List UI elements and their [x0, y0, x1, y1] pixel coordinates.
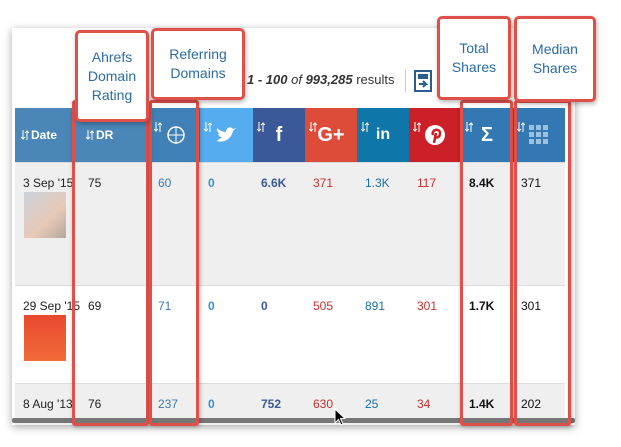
dr-outline	[72, 100, 149, 426]
sort-icon[interactable]	[309, 122, 317, 132]
cell: 25	[365, 397, 379, 411]
cell: 0	[208, 299, 215, 313]
cell: 1.7K	[469, 299, 495, 313]
cell: 69	[88, 299, 102, 313]
sort-icon[interactable]	[204, 122, 212, 132]
cursor	[334, 408, 347, 426]
cell: 60	[158, 176, 172, 190]
cell: 371	[313, 176, 334, 190]
total-shares-outline	[460, 100, 513, 426]
cell: 34	[417, 397, 431, 411]
column-header: Date	[15, 108, 80, 162]
csv-export-icon[interactable]	[414, 70, 432, 92]
median-shares-icon	[529, 125, 548, 144]
sort-icon[interactable]	[154, 122, 162, 132]
pinterest-icon	[425, 125, 445, 145]
results-label: results	[356, 72, 395, 87]
annotation: Referring Domains	[151, 28, 245, 100]
total: 993,285	[305, 72, 353, 87]
range: 1 - 100	[247, 72, 288, 87]
sort-icon[interactable]	[413, 122, 421, 132]
twitter-icon	[216, 127, 236, 142]
cell: 891	[365, 299, 386, 313]
cell: 371	[521, 176, 542, 190]
cell: 29 Sep '15	[23, 299, 81, 313]
results-count: 1 - 100 of 993,285 results	[247, 72, 395, 87]
cell: 752	[261, 397, 282, 411]
sort-icon[interactable]	[257, 122, 265, 132]
thumbnail	[24, 192, 66, 238]
column-header: Σ	[461, 108, 513, 162]
annotation: Total Shares	[437, 16, 511, 100]
column-header	[200, 108, 253, 162]
divider	[405, 70, 406, 92]
cell: 117	[417, 176, 437, 190]
column-header	[150, 108, 200, 162]
cell: 8 Aug '13	[23, 397, 73, 411]
cell: 237	[158, 397, 179, 411]
cell: 3 Sep '15	[23, 176, 74, 190]
median-shares-outline	[514, 100, 571, 426]
table-row	[15, 285, 565, 383]
sort-icon[interactable]	[361, 122, 369, 132]
sort-icon[interactable]	[21, 130, 29, 140]
thumbnail	[24, 315, 66, 361]
cell: 8.4K	[469, 176, 495, 190]
cell: 0	[208, 397, 215, 411]
scrollbar[interactable]	[12, 418, 575, 423]
cell: 1.4K	[469, 397, 495, 411]
annotation: Ahrefs Domain Rating	[75, 30, 149, 122]
cell: 0	[208, 176, 215, 190]
cell: 71	[158, 299, 172, 313]
cell: 301	[521, 299, 542, 313]
column-header	[409, 108, 461, 162]
cell: 301	[417, 299, 438, 313]
column-header: f	[253, 108, 305, 162]
cell: 6.6K	[261, 176, 287, 190]
cell: 505	[313, 299, 334, 313]
sort-icon[interactable]	[86, 130, 94, 140]
cell: 1.3K	[365, 176, 390, 190]
annotation: Median Shares	[514, 16, 596, 102]
cell: 0	[261, 299, 268, 313]
column-header	[513, 108, 565, 162]
cell: 202	[521, 397, 542, 411]
sort-icon[interactable]	[517, 122, 525, 132]
referring-domains-outline	[149, 100, 199, 426]
column-header: in	[357, 108, 409, 162]
of: of	[291, 72, 302, 87]
cell: 630	[313, 397, 334, 411]
cell: 75	[88, 176, 102, 190]
column-header: G+	[305, 108, 357, 162]
referring-domains-icon	[167, 126, 185, 144]
sort-icon[interactable]	[465, 122, 473, 132]
cell: 76	[88, 397, 102, 411]
table-row	[15, 162, 565, 285]
